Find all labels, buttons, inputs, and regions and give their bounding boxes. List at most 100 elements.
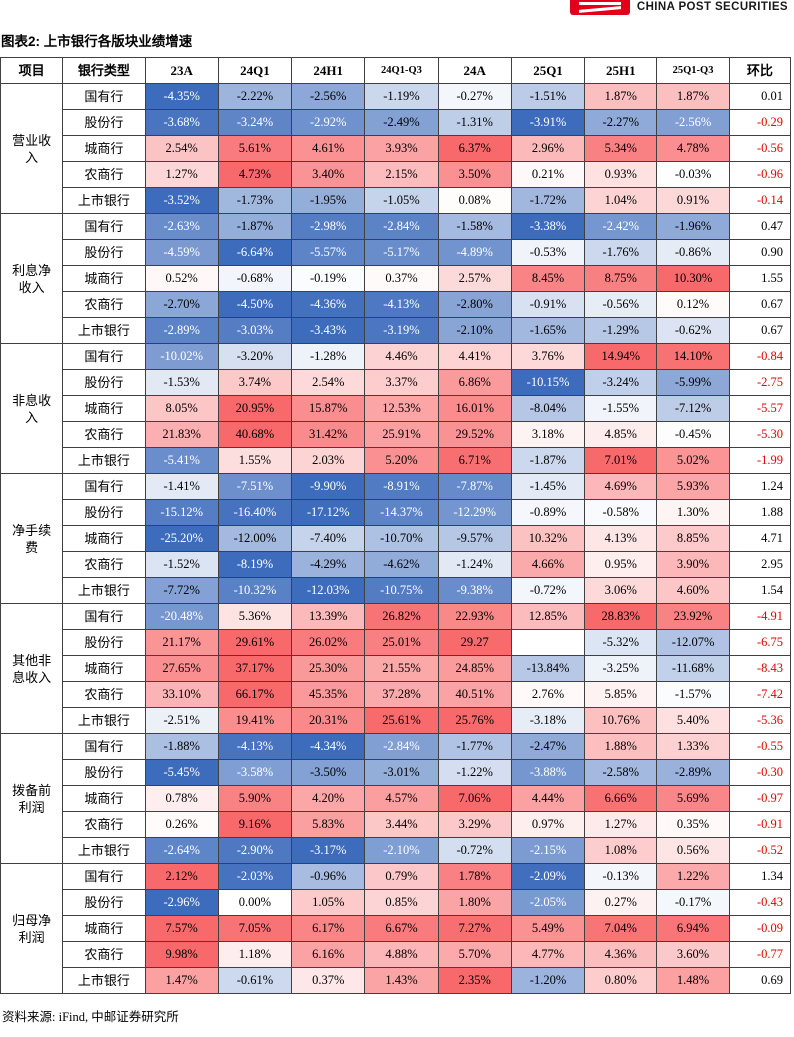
value-cell: -1.52% <box>144 551 219 578</box>
value-cell: 1.33% <box>656 733 730 760</box>
value-cell: 0.21% <box>510 161 586 188</box>
value-cell: 1.08% <box>584 837 658 864</box>
value-cell: 1.27% <box>584 811 658 838</box>
group-label-cell: 归母净利润 <box>0 863 64 994</box>
value-cell: 5.36% <box>217 603 293 630</box>
value-cell: 3.90% <box>656 551 730 578</box>
group-label-cell: 利息净收入 <box>0 213 64 344</box>
value-cell: 14.94% <box>584 343 658 370</box>
value-cell: -2.89% <box>656 759 730 786</box>
value-cell: -3.68% <box>144 109 219 136</box>
qoq-cell: 1.24 <box>728 473 792 500</box>
table-row: 归母净利润 国有行 2.12% -2.03% -0.96% 0.79% 1.78% -2.09… <box>0 863 792 994</box>
value-cell: 14.10% <box>656 343 730 370</box>
qoq-cell: -4.91 <box>728 603 792 630</box>
value-cell: -4.62% <box>364 551 439 578</box>
table-row: 农商行 -2.70% -4.50% -4.36% -4.13% -2.80% -0.91% -… <box>1 291 792 318</box>
value-cell: 4.13% <box>584 525 658 552</box>
value-cell: 3.40% <box>291 161 366 188</box>
value-cell: 26.02% <box>291 629 366 656</box>
value-cell: 6.67% <box>364 915 439 942</box>
value-cell: 5.83% <box>291 811 366 838</box>
qoq-cell: -0.30 <box>728 759 792 786</box>
value-cell: -0.61% <box>217 967 293 994</box>
column-header: 环比 <box>728 57 792 84</box>
value-cell: 20.95% <box>217 395 293 422</box>
bank-type-cell: 国有行 <box>62 343 146 370</box>
qoq-cell: -5.30 <box>728 421 792 448</box>
bank-type-cell: 国有行 <box>62 83 146 110</box>
bank-performance-table: 项目 银行类型 23A 24Q1 24H1 24Q1-Q3 24A 25Q1 25H1 25Q1-… <box>0 57 792 994</box>
value-cell: 10.76% <box>584 707 658 734</box>
value-cell: 8.05% <box>144 395 219 422</box>
value-cell: 8.75% <box>584 265 658 292</box>
value-cell: 23.92% <box>656 603 730 630</box>
value-cell: 3.37% <box>364 369 439 396</box>
value-cell: 16.01% <box>437 395 512 422</box>
column-header: 25Q1-Q3 <box>656 57 730 84</box>
value-cell: 2.57% <box>437 265 512 292</box>
value-cell: 28.83% <box>584 603 658 630</box>
value-cell: -2.22% <box>217 83 293 110</box>
value-cell: -2.64% <box>144 837 219 864</box>
qoq-cell: -0.09 <box>728 915 792 942</box>
table-header: 项目 银行类型 23A 24Q1 24H1 24Q1-Q3 24A 25Q1 25H1 25Q1-… <box>0 57 792 84</box>
table-row: 上市银行 1.47% -0.61% 0.37% 1.43% 2.35% -1.20% 0.80… <box>1 967 792 994</box>
value-cell: 1.48% <box>656 967 730 994</box>
value-cell: -2.70% <box>144 291 219 318</box>
bank-type-cell: 股份行 <box>62 499 146 526</box>
bank-type-cell: 城商行 <box>62 265 146 292</box>
value-cell: -25.20% <box>144 525 219 552</box>
value-cell: 6.66% <box>584 785 658 812</box>
value-cell: -2.63% <box>144 213 219 240</box>
value-cell: -16.40% <box>217 499 293 526</box>
source-note: 资料来源: iFind, 中邮证券研究所 <box>2 1010 179 1024</box>
value-cell: -0.45% <box>656 421 730 448</box>
value-cell: -7.12% <box>656 395 730 422</box>
value-cell: -2.42% <box>584 213 658 240</box>
table-row: 农商行 33.10% 66.17% 45.35% 37.28% 40.51% 2.76% 5.… <box>1 681 792 708</box>
value-cell: 0.52% <box>144 265 219 292</box>
qoq-cell: 0.67 <box>728 317 792 344</box>
table-row: 农商行 21.83% 40.68% 31.42% 25.91% 29.52% 3.18% 4.… <box>1 421 792 448</box>
value-cell: 5.34% <box>584 135 658 162</box>
value-cell: 4.78% <box>656 135 730 162</box>
bank-type-cell: 城商行 <box>62 395 146 422</box>
qoq-cell: 0.01 <box>728 83 792 110</box>
value-cell: 0.79% <box>364 863 439 890</box>
value-cell: 2.54% <box>291 369 366 396</box>
table-row: 上市银行 -2.89% -3.03% -3.43% -3.19% -2.10% -1.65%… <box>1 317 792 344</box>
bank-type-cell: 国有行 <box>62 213 146 240</box>
value-cell: -0.03% <box>656 161 730 188</box>
value-cell: 5.40% <box>656 707 730 734</box>
qoq-cell: -0.14 <box>728 187 792 214</box>
bank-type-cell: 国有行 <box>62 473 146 500</box>
logo-detail <box>578 6 621 13</box>
value-cell: 0.12% <box>656 291 730 318</box>
value-cell: -1.51% <box>510 83 586 110</box>
value-cell: 0.93% <box>584 161 658 188</box>
bank-type-cell: 城商行 <box>62 915 146 942</box>
bank-type-cell: 股份行 <box>62 369 146 396</box>
brand-header: CHINA POST SECURITIES <box>0 0 792 17</box>
value-cell: 4.44% <box>510 785 586 812</box>
value-cell: 0.26% <box>144 811 219 838</box>
qoq-cell: -0.77 <box>728 941 792 968</box>
value-cell <box>510 629 586 656</box>
value-cell: -4.29% <box>291 551 366 578</box>
value-cell: -0.58% <box>584 499 658 526</box>
value-cell: -3.24% <box>217 109 293 136</box>
qoq-cell: -0.91 <box>728 811 792 838</box>
value-cell: 8.85% <box>656 525 730 552</box>
value-cell: -5.32% <box>584 629 658 656</box>
table-row: 其他非息收入 国有行 -20.48% 5.36% 13.39% 26.82% 22.93% 1… <box>0 603 792 734</box>
qoq-cell: -0.56 <box>728 135 792 162</box>
bank-type-cell: 国有行 <box>62 863 146 890</box>
value-cell: 2.96% <box>510 135 586 162</box>
bank-type-cell: 股份行 <box>62 239 146 266</box>
table-row: 上市银行 -5.41% 1.55% 2.03% 5.20% 6.71% -1.87% 7.01… <box>1 447 792 474</box>
value-cell: -1.72% <box>510 187 586 214</box>
value-cell: 3.18% <box>510 421 586 448</box>
value-cell: -0.56% <box>584 291 658 318</box>
bank-type-cell: 上市银行 <box>62 317 146 344</box>
